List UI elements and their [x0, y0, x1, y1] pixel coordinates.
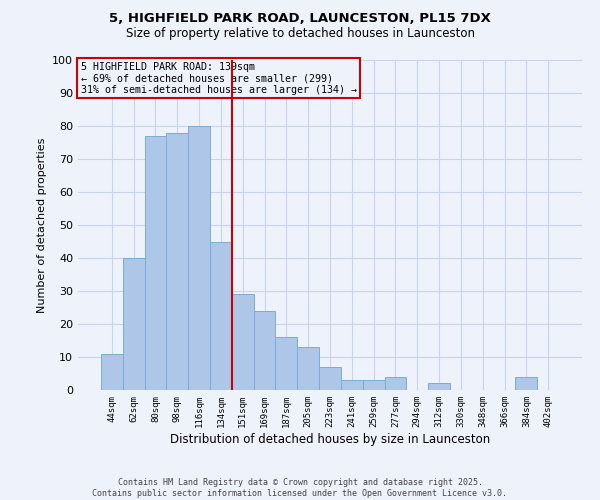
- Bar: [232, 294, 254, 390]
- Bar: [101, 354, 123, 390]
- Bar: [275, 337, 297, 390]
- Bar: [166, 132, 188, 390]
- Bar: [363, 380, 385, 390]
- Bar: [341, 380, 363, 390]
- Bar: [145, 136, 166, 390]
- X-axis label: Distribution of detached houses by size in Launceston: Distribution of detached houses by size …: [170, 432, 490, 446]
- Bar: [515, 377, 537, 390]
- Bar: [319, 367, 341, 390]
- Bar: [254, 311, 275, 390]
- Text: 5 HIGHFIELD PARK ROAD: 139sqm
← 69% of detached houses are smaller (299)
31% of : 5 HIGHFIELD PARK ROAD: 139sqm ← 69% of d…: [80, 62, 356, 95]
- Bar: [188, 126, 210, 390]
- Y-axis label: Number of detached properties: Number of detached properties: [37, 138, 47, 312]
- Bar: [385, 377, 406, 390]
- Bar: [428, 384, 450, 390]
- Text: Size of property relative to detached houses in Launceston: Size of property relative to detached ho…: [125, 28, 475, 40]
- Bar: [123, 258, 145, 390]
- Text: Contains HM Land Registry data © Crown copyright and database right 2025.
Contai: Contains HM Land Registry data © Crown c…: [92, 478, 508, 498]
- Bar: [297, 347, 319, 390]
- Bar: [210, 242, 232, 390]
- Text: 5, HIGHFIELD PARK ROAD, LAUNCESTON, PL15 7DX: 5, HIGHFIELD PARK ROAD, LAUNCESTON, PL15…: [109, 12, 491, 26]
